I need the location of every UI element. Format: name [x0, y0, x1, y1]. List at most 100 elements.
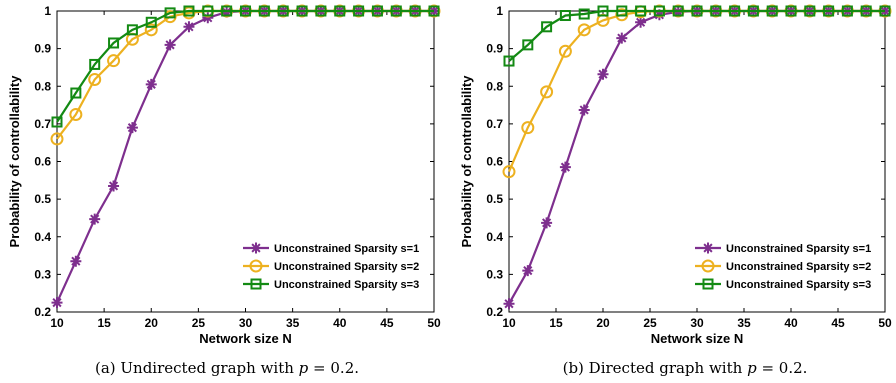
data-point: [89, 58, 101, 70]
data-point: [879, 5, 891, 17]
data-point: [108, 180, 120, 192]
y-tick-label: 0.2: [34, 305, 51, 319]
x-tick-label: 30: [690, 316, 704, 330]
series-line: [508, 9, 885, 305]
x-tick-label: 35: [286, 316, 300, 330]
legend-label: Unconstrained Sparsity s=2: [274, 261, 419, 273]
data-point: [353, 5, 365, 17]
legend: Unconstrained Sparsity s=1 Unconstrained …: [695, 242, 871, 291]
data-point: [597, 5, 609, 17]
data-point: [578, 8, 590, 20]
data-point: [221, 5, 233, 17]
legend-marker: [701, 259, 715, 273]
series-2: [50, 4, 441, 146]
x-tick-label: 25: [643, 316, 657, 330]
data-point: [183, 21, 195, 33]
data-point: [823, 5, 835, 17]
y-tick-label: 0.4: [34, 230, 51, 244]
legend-marker: [250, 242, 262, 254]
y-tick-label: 0.6: [486, 155, 503, 169]
caption-variable: p: [747, 359, 757, 377]
figure-caption: (b) Directed graph with p = 0.2.: [563, 359, 808, 377]
data-point: [70, 255, 82, 267]
x-axis-label: Network size N: [199, 331, 291, 346]
data-point: [144, 23, 158, 37]
y-tick-label: 0.8: [486, 79, 503, 93]
data-point: [409, 5, 421, 17]
data-point: [50, 132, 64, 146]
data-point: [710, 5, 722, 17]
data-point: [164, 7, 176, 19]
data-point: [164, 39, 176, 51]
data-point: [428, 5, 440, 17]
y-tick-label: 1: [496, 4, 503, 18]
data-point: [371, 5, 383, 17]
x-tick-label: 25: [192, 316, 206, 330]
data-point: [672, 5, 684, 17]
data-point: [635, 16, 647, 28]
data-point: [69, 107, 83, 121]
x-tick-label: 35: [737, 316, 751, 330]
series-3: [503, 5, 891, 67]
data-point: [616, 5, 628, 17]
y-tick-label: 0.9: [34, 42, 51, 56]
data-point: [296, 5, 308, 17]
caption-suffix: = 0.2.: [308, 359, 359, 377]
data-point: [502, 165, 516, 179]
chart-panel-b: 10 15 20 25 30 35 40 45 50 0.2 0.3 0.4 0.5 0.6 0.7 0.8 0…: [459, 4, 892, 346]
data-point: [860, 5, 872, 17]
x-tick-label: 10: [502, 316, 516, 330]
data-point: [653, 5, 665, 17]
x-tick-label: 40: [784, 316, 798, 330]
x-tick-label: 15: [97, 316, 111, 330]
caption-prefix: (a) Undirected graph with: [95, 359, 299, 377]
data-point: [541, 217, 553, 229]
x-tick-label: 15: [549, 316, 563, 330]
legend-label: Unconstrained Sparsity s=2: [726, 261, 871, 273]
data-point: [315, 5, 327, 17]
series-line: [508, 9, 885, 62]
x-tick-label: 45: [831, 316, 845, 330]
data-point: [691, 5, 703, 17]
x-tick-label: 50: [878, 316, 892, 330]
data-point: [277, 5, 289, 17]
legend-marker: [702, 278, 714, 290]
legend-label: Unconstrained Sparsity s=3: [726, 279, 871, 291]
y-tick-label: 0.2: [486, 305, 503, 319]
data-point: [258, 5, 270, 17]
y-tick-label: 0.5: [486, 192, 503, 206]
data-point: [541, 21, 553, 33]
data-point: [334, 5, 346, 17]
data-point: [616, 32, 628, 44]
legend-marker: [702, 242, 714, 254]
data-point: [729, 5, 741, 17]
data-point: [145, 78, 157, 90]
data-point: [559, 161, 571, 173]
x-tick-label: 45: [380, 316, 394, 330]
data-point: [578, 104, 590, 116]
data-point: [202, 5, 214, 17]
y-axis-label: Probability of controllability: [7, 75, 22, 248]
data-point: [126, 24, 138, 36]
data-point: [766, 5, 778, 17]
data-point: [522, 39, 534, 51]
legend-marker: [250, 278, 262, 290]
caption-variable: p: [299, 359, 309, 377]
data-point: [841, 5, 853, 17]
caption-suffix: = 0.2.: [757, 359, 808, 377]
data-point: [521, 121, 535, 135]
x-axis-label: Network size N: [651, 331, 743, 346]
y-tick-label: 0.8: [34, 79, 51, 93]
legend-label: Unconstrained Sparsity s=1: [726, 243, 871, 255]
data-point: [747, 5, 759, 17]
y-tick-label: 0.7: [486, 117, 503, 131]
data-point: [183, 5, 195, 17]
series-line: [56, 9, 434, 140]
x-tick-label: 30: [239, 316, 253, 330]
y-tick-label: 0.4: [486, 230, 503, 244]
x-tick-label: 10: [50, 316, 64, 330]
data-point: [503, 298, 515, 310]
data-point: [804, 5, 816, 17]
y-tick-label: 0.3: [486, 267, 503, 281]
